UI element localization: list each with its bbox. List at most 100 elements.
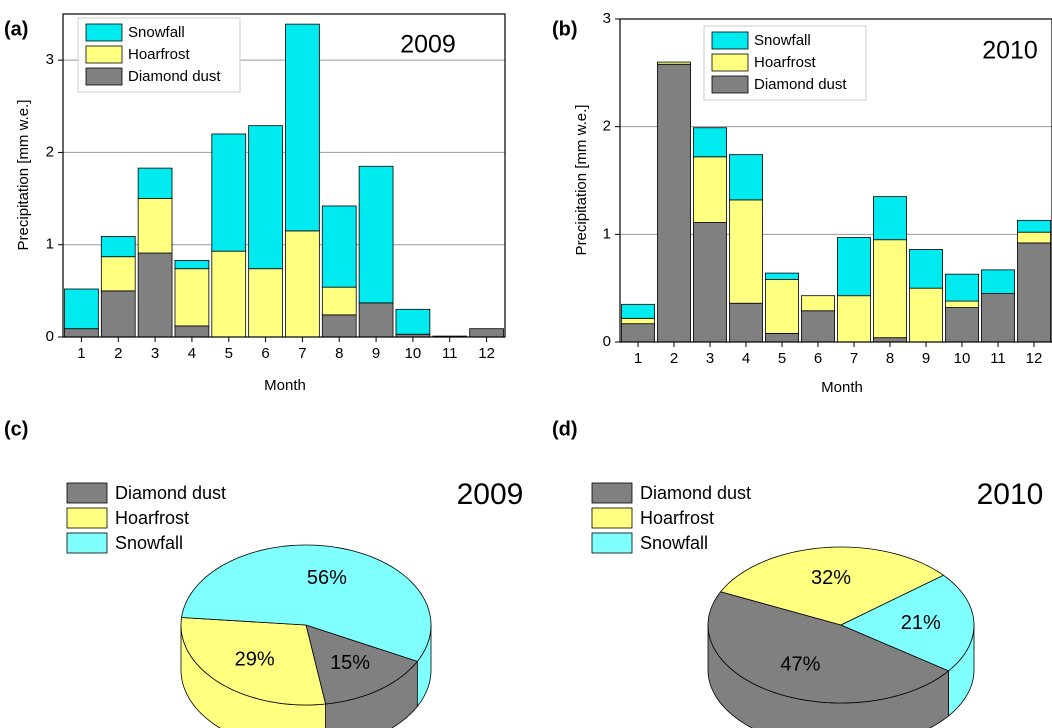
- x-tick-label: 3: [706, 350, 714, 367]
- y-tick-label: 3: [603, 10, 611, 27]
- bar-segment: [981, 269, 1015, 294]
- bar-segment: [211, 250, 247, 338]
- bar-segment: [693, 127, 727, 158]
- x-tick-label: 4: [188, 345, 196, 362]
- bar-segment: [248, 125, 283, 270]
- x-tick-label: 5: [778, 350, 786, 367]
- legend-swatch: [711, 53, 749, 72]
- pie-slice: [305, 624, 419, 705]
- bar-segment: [765, 272, 799, 280]
- legend-label: Snowfall: [754, 32, 811, 49]
- bar-segment: [137, 167, 173, 199]
- bar-segment: [657, 63, 691, 343]
- x-tick-label: 1: [634, 350, 642, 367]
- pie-value-label: 56%: [307, 567, 347, 589]
- legend-swatch: [85, 67, 123, 86]
- bar-segment: [945, 307, 979, 343]
- legend-swatch: [66, 482, 108, 504]
- plot-frame: [619, 18, 1052, 343]
- legend-swatch: [66, 532, 108, 554]
- year-annotation: 2010: [982, 37, 1038, 65]
- x-tick-label: 8: [886, 350, 894, 367]
- bar-segment: [873, 196, 907, 241]
- year-annotation: 2009: [457, 478, 524, 511]
- bar-segment: [729, 302, 763, 343]
- panel-label: (c): [4, 418, 28, 440]
- bar-segment: [729, 199, 763, 304]
- bar-segment: [729, 154, 763, 201]
- bar-segment: [64, 288, 99, 330]
- pie-value-label: 29%: [235, 648, 275, 670]
- panel-label: (a): [4, 18, 28, 40]
- pie-value-label: 21%: [901, 612, 941, 634]
- legend-swatch: [591, 507, 633, 529]
- y-tick-label: 0: [46, 328, 54, 345]
- x-tick-label: 7: [850, 350, 858, 367]
- bar-segment: [137, 198, 173, 254]
- legend-swatch: [711, 31, 749, 50]
- bar-segment: [909, 249, 943, 289]
- legend-label: Hoarfrost: [754, 54, 817, 71]
- x-tick-label: 8: [335, 345, 343, 362]
- bar-segment: [285, 23, 320, 232]
- bar-segment: [801, 310, 835, 343]
- legend-label: Hoarfrost: [128, 46, 191, 63]
- bar-segment: [621, 323, 655, 343]
- x-tick-label: 3: [151, 345, 159, 362]
- pie-slice: [840, 574, 975, 672]
- year-annotation: 2010: [977, 478, 1044, 511]
- bar-segment: [100, 256, 136, 292]
- pie-slice: [707, 591, 950, 704]
- y-tick-label: 1: [46, 236, 54, 253]
- bar-segment: [248, 268, 283, 338]
- x-tick-label: 12: [478, 345, 495, 362]
- x-tick-label: 9: [922, 350, 930, 367]
- bar-segment: [765, 279, 799, 334]
- bar-segment: [321, 286, 357, 316]
- bar-segment: [621, 303, 655, 319]
- bar-segment: [395, 308, 431, 335]
- bar-segment: [469, 328, 504, 338]
- panel-label: (d): [552, 418, 578, 440]
- x-tick-label: 2: [670, 350, 678, 367]
- legend-label: Hoarfrost: [640, 508, 714, 528]
- bar-segment: [765, 332, 799, 343]
- x-tick-label: 4: [742, 350, 750, 367]
- year-annotation: 2009: [400, 31, 456, 59]
- bar-segment: [873, 337, 907, 343]
- y-tick-label: 3: [46, 51, 54, 68]
- bar-segment: [285, 230, 320, 338]
- bar-segment: [100, 290, 136, 338]
- y-tick-label: 2: [603, 118, 611, 135]
- legend-label: Hoarfrost: [115, 508, 189, 528]
- pie-slice: [181, 544, 432, 662]
- x-tick-label: 11: [442, 345, 458, 362]
- x-tick-label: 10: [954, 350, 971, 367]
- legend-swatch: [711, 75, 749, 94]
- legend-label: Diamond dust: [754, 76, 847, 93]
- bar-segment: [211, 133, 247, 252]
- y-tick-label: 0: [603, 333, 611, 350]
- x-tick-label: 7: [298, 345, 306, 362]
- bar-segment: [837, 237, 871, 297]
- bar-segment: [321, 205, 357, 288]
- bar-segment: [693, 222, 727, 343]
- bar-segment: [358, 302, 394, 338]
- y-axis-label: Precipitation [mm w.e.]: [573, 105, 590, 256]
- bar-segment: [321, 314, 357, 338]
- legend-swatch: [591, 532, 633, 554]
- x-axis-label: Month: [264, 377, 306, 394]
- bar-segment: [64, 328, 99, 338]
- bar-segment: [358, 165, 394, 304]
- x-tick-label: 12: [1026, 350, 1043, 367]
- bar-segment: [909, 287, 943, 343]
- x-tick-label: 10: [405, 345, 422, 362]
- pie-slice: [180, 617, 327, 706]
- legend-label: Snowfall: [115, 533, 183, 553]
- legend-label: Diamond dust: [640, 483, 751, 503]
- bar-segment: [801, 295, 835, 312]
- bar-segment: [100, 236, 136, 258]
- bar-segment: [981, 293, 1015, 343]
